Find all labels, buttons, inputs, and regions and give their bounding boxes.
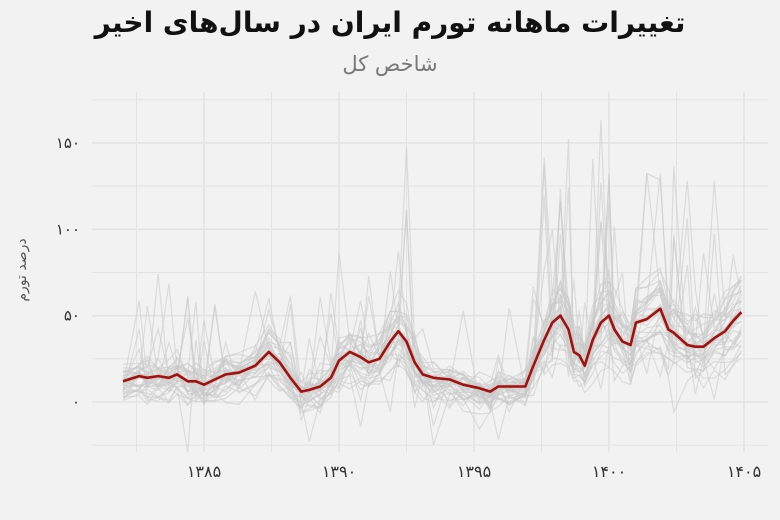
y-axis-ticks: ۰ ۵۰ ۱۰۰ ۱۵۰ xyxy=(56,134,80,411)
y-tick-label: ۵۰ xyxy=(64,307,80,325)
x-axis-ticks: ۱۳۸۵ ۱۳۹۰ ۱۳۹۵ ۱۴۰۰ ۱۴۰۵ xyxy=(187,462,761,481)
background-series-lines xyxy=(122,119,742,453)
gridlines xyxy=(92,92,768,452)
y-tick-label: ۰ xyxy=(72,393,80,411)
y-tick-label: ۱۰۰ xyxy=(56,220,80,238)
x-tick-label: ۱۴۰۵ xyxy=(727,462,761,481)
x-tick-label: ۱۳۹۵ xyxy=(457,462,491,481)
x-tick-label: ۱۳۸۵ xyxy=(187,462,221,481)
highlight-series-line xyxy=(122,306,744,395)
y-tick-label: ۱۵۰ xyxy=(56,134,80,152)
x-tick-label: ۱۴۰۰ xyxy=(592,462,626,481)
x-tick-label: ۱۳۹۰ xyxy=(322,462,356,481)
chart-title: تغییرات ماهانه تورم ایران در سال‌های اخی… xyxy=(94,6,686,39)
chart-subtitle: شاخص کل xyxy=(342,52,438,76)
